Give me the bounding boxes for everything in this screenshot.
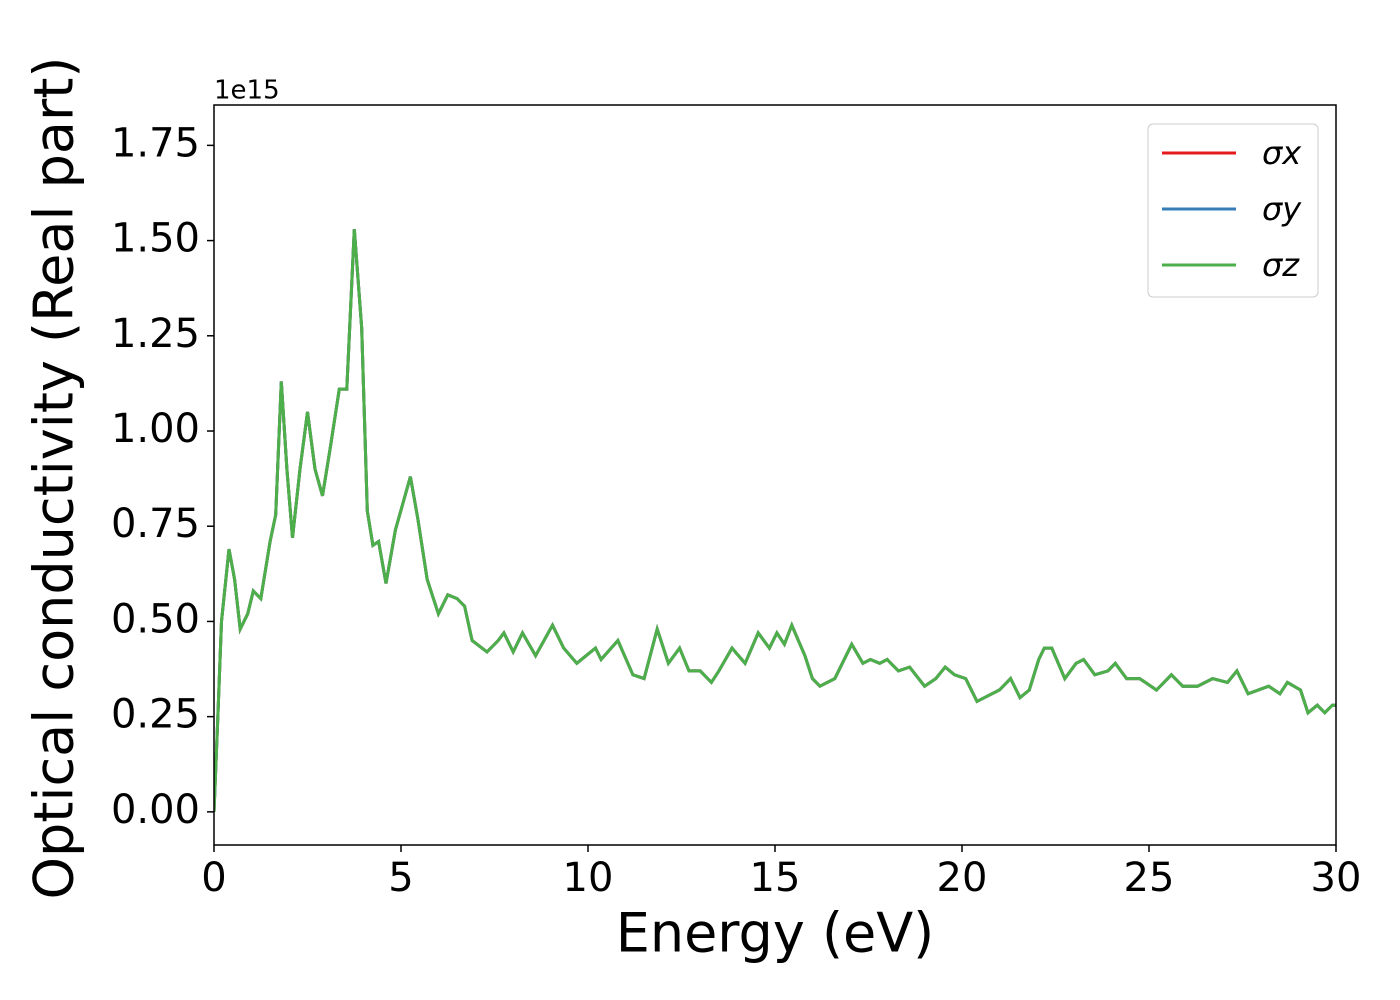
legend-label: σy <box>1262 190 1302 228</box>
y-tick-label: 1.25 <box>111 311 200 357</box>
y-tick-label: 0.75 <box>111 501 200 547</box>
y-axis-label: Optical conductivity (Real part) <box>23 57 86 900</box>
x-tick-label: 0 <box>201 855 226 901</box>
legend-label: σx <box>1262 134 1302 172</box>
x-tick-label: 30 <box>1311 855 1362 901</box>
y-tick-label: 0.50 <box>111 596 200 642</box>
series-line <box>214 229 1336 812</box>
offset-label: 1e15 <box>214 76 280 106</box>
x-tick-label: 10 <box>563 855 614 901</box>
y-tick-label: 0.25 <box>111 692 200 738</box>
x-axis-label: Energy (eV) <box>616 902 935 965</box>
y-tick-label: 1.75 <box>111 120 200 166</box>
x-tick-label: 25 <box>1124 855 1175 901</box>
y-tick-label: 1.00 <box>111 406 200 452</box>
series-line <box>214 229 1336 812</box>
plot-frame <box>213 104 1337 846</box>
x-tick-label: 20 <box>937 855 988 901</box>
y-tick-label: 1.50 <box>111 216 200 262</box>
x-tick-label: 5 <box>388 855 413 901</box>
series-line <box>214 229 1336 812</box>
y-tick-label: 0.00 <box>111 787 200 833</box>
x-tick-label: 15 <box>750 855 801 901</box>
legend-label: σz <box>1262 246 1300 284</box>
